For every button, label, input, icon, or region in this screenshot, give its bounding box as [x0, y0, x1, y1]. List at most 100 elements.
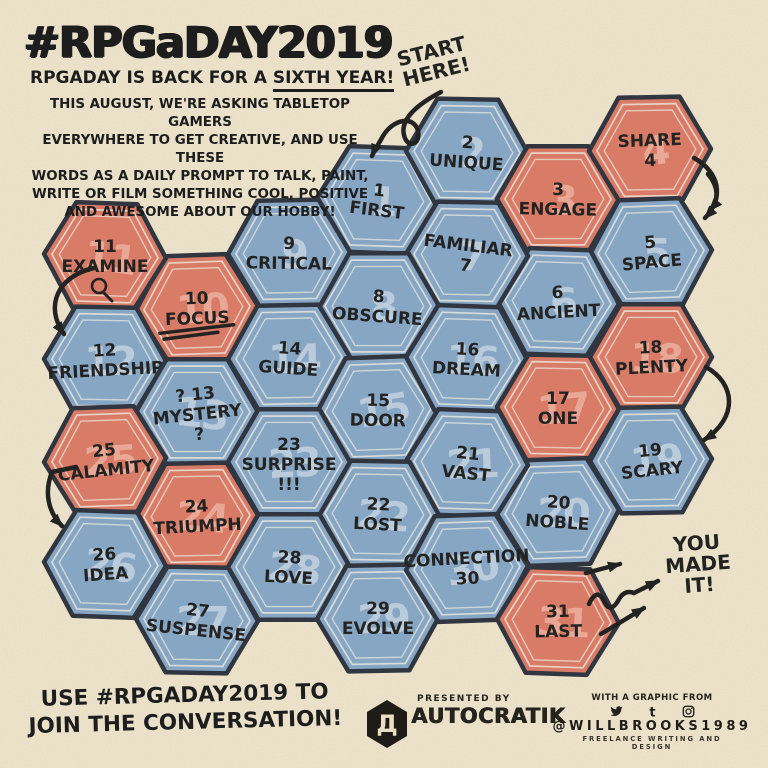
hex-shape — [225, 406, 353, 518]
hex-label-line: ? 13 — [175, 383, 216, 407]
hex-big-number: 9 — [279, 231, 308, 279]
twitter-icon — [610, 706, 623, 717]
hex-label-line: DREAM — [432, 358, 502, 382]
you-made-it-line3: IT! — [684, 572, 716, 598]
hex-inner-ring — [323, 362, 433, 458]
hex-big-number: 17 — [535, 384, 590, 434]
hex-inner-ring — [50, 516, 160, 612]
hex-big-number: 23 — [267, 439, 321, 488]
hex-label-line: 10 — [185, 289, 210, 310]
hex-shape — [403, 406, 531, 520]
hex-label-line: SPACE — [621, 250, 683, 275]
hex-label-line: FRIENDSHIP — [47, 358, 164, 384]
intro-line: AND AWESOME ABOUT OUR HOBBY! — [64, 205, 336, 220]
hex-shape — [41, 304, 169, 416]
hex-big-number: 4 — [640, 127, 671, 175]
hex-inner-ring — [234, 415, 344, 509]
hex-inner-ring — [412, 520, 522, 616]
hex-inner-ring — [58, 418, 152, 502]
focus-underline — [158, 322, 236, 341]
graphic-from-label: WITH A GRAPHIC FROM — [591, 693, 713, 703]
hex-inner-ring — [420, 317, 514, 401]
hex-shape — [314, 458, 442, 570]
hex-big-number: 31 — [536, 599, 590, 648]
hex-big-number: 21 — [445, 441, 498, 489]
hex-label-line: EXAMINE — [62, 257, 149, 277]
intro-line: EVERYWHERE TO GET CREATIVE, AND USE THES… — [42, 133, 358, 166]
hex-inner-ring — [511, 158, 605, 240]
hex-inner-ring — [150, 266, 244, 350]
hex-inner-ring — [142, 468, 252, 564]
hex-label-line: PLENTY — [615, 356, 690, 380]
hex-big-number: 12 — [84, 339, 136, 385]
hex-inner-ring — [511, 470, 605, 554]
hex-big-number: 27 — [176, 599, 228, 645]
hex-big-number: 15 — [354, 384, 412, 438]
hex-inner-ring — [420, 421, 514, 505]
hex-inner-ring — [412, 104, 522, 200]
last-arrow-2 — [598, 605, 647, 637]
hex-big-number: 3 — [549, 178, 576, 225]
hex-inner-ring — [58, 319, 152, 401]
hex-shape — [41, 507, 169, 621]
hex-inner-ring — [331, 265, 425, 347]
hex-label-line: CONNECTION — [403, 546, 530, 573]
hex-label-line: ONE — [538, 409, 578, 429]
intro-line: THIS AUGUST, WE'RE ASKING TABLETOP GAMER… — [50, 97, 350, 130]
hex-big-number: 1 — [369, 179, 397, 226]
hex-inner-ring — [150, 371, 244, 453]
hex-inner-ring — [142, 260, 252, 356]
hex-label-line: 7 — [459, 255, 473, 276]
hex-inner-ring — [150, 579, 244, 661]
hex-label-line: IDEA — [83, 563, 130, 586]
hex-label-line: 30 — [455, 568, 480, 589]
hex-inner-ring — [234, 520, 344, 614]
hex-label-line: ANCIENT — [516, 301, 601, 325]
start-here-line2: HERE! — [400, 52, 472, 92]
hex-shape — [133, 251, 261, 365]
hex-big-number: 28 — [265, 544, 322, 596]
hex-big-number: 13 — [173, 389, 230, 441]
hex-inner-ring — [596, 310, 706, 404]
hex-label-line: ? — [193, 424, 205, 445]
hex-label-line: 16 — [455, 339, 480, 360]
die-letter: Д — [376, 710, 397, 738]
magnifier-handle — [101, 290, 114, 303]
hex-big-number: 10 — [175, 285, 230, 335]
poster-subtitle: RPGADAY IS BACK FOR A SIXTH YEAR! — [30, 68, 395, 92]
hex-big-number: 7 — [457, 233, 487, 281]
hex-big-number: 11 — [81, 232, 139, 285]
svg-text:t: t — [649, 705, 655, 718]
magnifier-icon — [90, 277, 108, 295]
die-hexagon — [367, 700, 407, 748]
hex-big-number: 2 — [457, 130, 487, 178]
subtitle-text: RPGADAY IS BACK FOR A — [30, 68, 273, 88]
hex-big-number: 19 — [628, 436, 684, 487]
hex-label-line: 29 — [366, 599, 390, 619]
hex-inner-ring — [323, 466, 433, 562]
hex-big-number: 20 — [537, 491, 590, 538]
hex-shape — [133, 460, 261, 572]
hex-label-line: 17 — [546, 389, 570, 409]
hex-label-line: SURPRISE — [242, 455, 337, 475]
hex-shape — [494, 143, 622, 255]
examine-to-friendship-arrow — [52, 265, 97, 337]
hex-inner-ring — [412, 415, 522, 511]
hex-inner-ring — [323, 570, 433, 666]
